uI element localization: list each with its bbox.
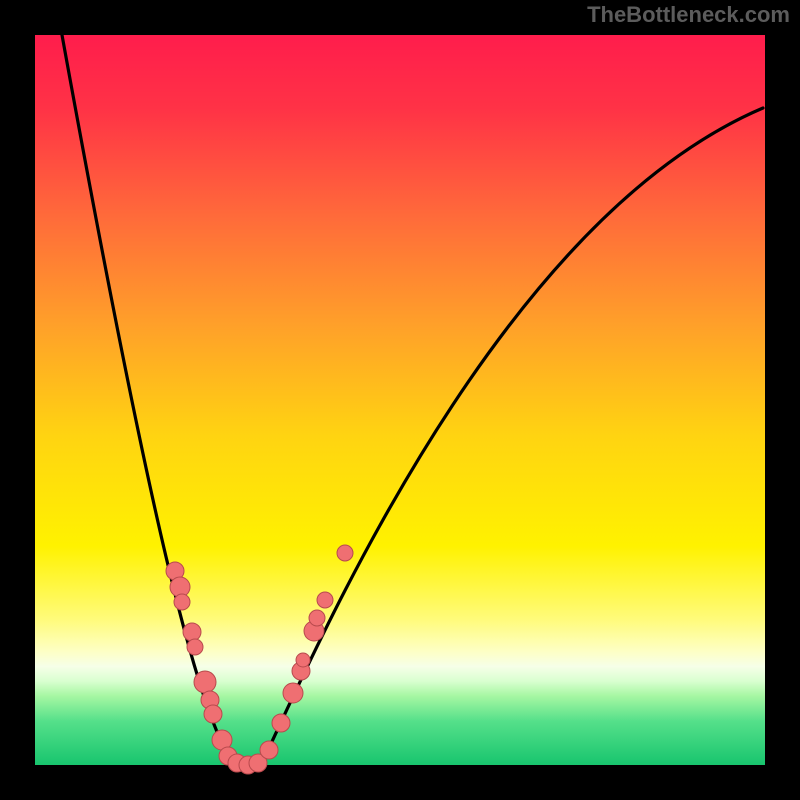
data-marker [283, 683, 303, 703]
watermark-text: TheBottleneck.com [587, 2, 790, 28]
data-marker [204, 705, 222, 723]
chart-container: TheBottleneck.com [0, 0, 800, 800]
data-marker [174, 594, 190, 610]
bottleneck-chart [0, 0, 800, 800]
data-marker [187, 639, 203, 655]
data-marker [337, 545, 353, 561]
data-marker [183, 623, 201, 641]
data-marker [296, 653, 310, 667]
data-marker [272, 714, 290, 732]
data-marker [317, 592, 333, 608]
data-marker [194, 671, 216, 693]
data-marker [260, 741, 278, 759]
chart-plot-background [35, 35, 765, 765]
data-marker [309, 610, 325, 626]
